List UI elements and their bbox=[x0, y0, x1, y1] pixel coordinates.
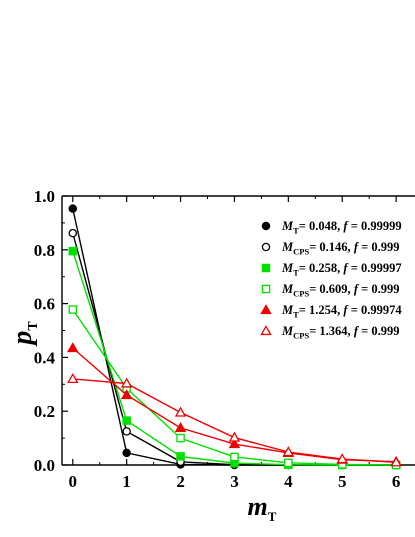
legend-mass-value: = 0.609, bbox=[309, 282, 354, 296]
data-point bbox=[68, 228, 78, 238]
legend-marker bbox=[261, 263, 271, 273]
legend-symbol: M bbox=[281, 324, 294, 338]
legend-subscript: CPS bbox=[293, 289, 309, 299]
data-point bbox=[230, 452, 239, 462]
data-point bbox=[120, 377, 133, 388]
legend-subscript: T bbox=[293, 226, 299, 236]
legend-mass-value: = 1.254, bbox=[299, 303, 344, 317]
data-point bbox=[67, 373, 79, 384]
data-point bbox=[228, 431, 241, 442]
data-point bbox=[68, 204, 78, 213]
data-point bbox=[284, 458, 293, 468]
legend-f-value: = 0.99974 bbox=[348, 303, 403, 317]
data-point bbox=[176, 452, 185, 461]
y-axis-title-sub: T bbox=[26, 321, 41, 331]
legend-label: MT= 0.258, f = 0.99997 bbox=[281, 261, 402, 278]
data-point bbox=[390, 456, 402, 467]
legend-marker bbox=[261, 242, 271, 252]
data-point bbox=[174, 421, 187, 432]
legend-label: MCPS= 0.609, f = 0.999 bbox=[281, 282, 399, 299]
legend-mass-value: = 0.146, bbox=[309, 240, 354, 254]
legend-f-value: = 0.999 bbox=[358, 324, 400, 338]
legend-f-value: = 0.999 bbox=[358, 282, 400, 296]
data-point bbox=[176, 433, 185, 443]
legend-item-2: MCPS= 0.146, f = 0.999 bbox=[261, 240, 399, 257]
legend-item-3: MT= 0.258, f = 0.99997 bbox=[261, 261, 402, 278]
legend-f-symbol: f bbox=[354, 240, 360, 254]
y-tick-label: 0.2 bbox=[34, 402, 55, 421]
x-tick-label: 2 bbox=[176, 472, 185, 491]
series-layer bbox=[67, 204, 402, 470]
y-tick-label: 0.8 bbox=[34, 241, 55, 260]
data-point bbox=[336, 453, 348, 464]
legend-label: MCPS= 1.364, f = 0.999 bbox=[281, 324, 399, 341]
series-6 bbox=[67, 373, 402, 467]
x-axis-title-main: m bbox=[248, 492, 268, 521]
legend-item-5: MT= 1.254, f = 0.99974 bbox=[260, 303, 402, 320]
legend-marker bbox=[261, 221, 271, 231]
legend-f-value: = 0.99997 bbox=[348, 261, 402, 275]
legend-symbol: M bbox=[281, 261, 294, 275]
data-point bbox=[67, 342, 79, 353]
legend-f-value: = 0.999 bbox=[358, 240, 400, 254]
legend-subscript: CPS bbox=[293, 331, 309, 341]
legend-f-symbol: f bbox=[343, 261, 349, 275]
legend-label: MT= 0.048, f = 0.99999 bbox=[281, 219, 402, 236]
legend-marker bbox=[261, 284, 271, 294]
legend-mass-value: = 0.258, bbox=[299, 261, 344, 275]
legend-symbol: M bbox=[281, 219, 294, 233]
data-point bbox=[120, 389, 133, 400]
legend-marker bbox=[260, 325, 272, 336]
legend-subscript: T bbox=[293, 268, 299, 278]
data-point bbox=[122, 448, 131, 458]
data-point bbox=[174, 406, 187, 417]
y-tick-labels: 0.0 0.2 0.4 0.6 0.8 1.0 bbox=[34, 187, 56, 475]
x-tick-label: 0 bbox=[69, 472, 78, 491]
legend-mass-value: = 0.048, bbox=[299, 219, 344, 233]
legend-f-symbol: f bbox=[343, 303, 349, 317]
legend-item-4: MCPS= 0.609, f = 0.999 bbox=[261, 282, 399, 299]
series-5 bbox=[67, 342, 402, 466]
y-tick-label: 1.0 bbox=[34, 187, 55, 206]
y-tick-label: 0.0 bbox=[34, 456, 55, 475]
data-point bbox=[122, 416, 131, 425]
x-tick-label: 5 bbox=[338, 472, 347, 491]
data-point bbox=[282, 446, 295, 457]
legend-f-symbol: f bbox=[354, 282, 360, 296]
legend-label: MCPS= 0.146, f = 0.999 bbox=[281, 240, 399, 257]
x-tick-labels: 0 1 2 3 4 5 6 bbox=[69, 472, 401, 491]
data-point bbox=[68, 246, 78, 256]
x-tick-label: 6 bbox=[392, 472, 401, 491]
legend-subscript: T bbox=[293, 310, 299, 320]
data-point bbox=[122, 427, 131, 436]
legend-label: MT= 1.254, f = 0.99974 bbox=[281, 303, 402, 320]
y-axis-title: pT bbox=[7, 321, 41, 347]
legend-item-6: MCPS= 1.364, f = 0.999 bbox=[260, 324, 399, 341]
legend-symbol: M bbox=[281, 303, 294, 317]
series-4 bbox=[68, 305, 401, 470]
x-tick-label: 3 bbox=[230, 472, 239, 491]
legend-symbol: M bbox=[281, 240, 294, 254]
data-point bbox=[68, 305, 78, 314]
legend-marker bbox=[260, 304, 272, 315]
x-axis-title: mT bbox=[248, 492, 277, 524]
x-axis-title-sub: T bbox=[268, 509, 277, 524]
legend-f-value: = 0.99999 bbox=[348, 219, 402, 233]
legend-symbol: M bbox=[281, 282, 294, 296]
legend-f-symbol: f bbox=[354, 324, 360, 338]
legend-item-1: MT= 0.048, f = 0.99999 bbox=[261, 219, 402, 236]
y-tick-label: 0.4 bbox=[34, 348, 56, 367]
legend-subscript: CPS bbox=[293, 247, 309, 257]
legend-mass-value: = 1.364, bbox=[309, 324, 354, 338]
y-tick-label: 0.6 bbox=[34, 295, 55, 314]
x-tick-label: 4 bbox=[284, 472, 293, 491]
x-tick-label: 1 bbox=[122, 472, 131, 491]
y-axis-title-main: p bbox=[7, 331, 38, 347]
legend-f-symbol: f bbox=[343, 219, 349, 233]
data-point bbox=[228, 438, 241, 449]
series-line bbox=[72, 378, 397, 464]
